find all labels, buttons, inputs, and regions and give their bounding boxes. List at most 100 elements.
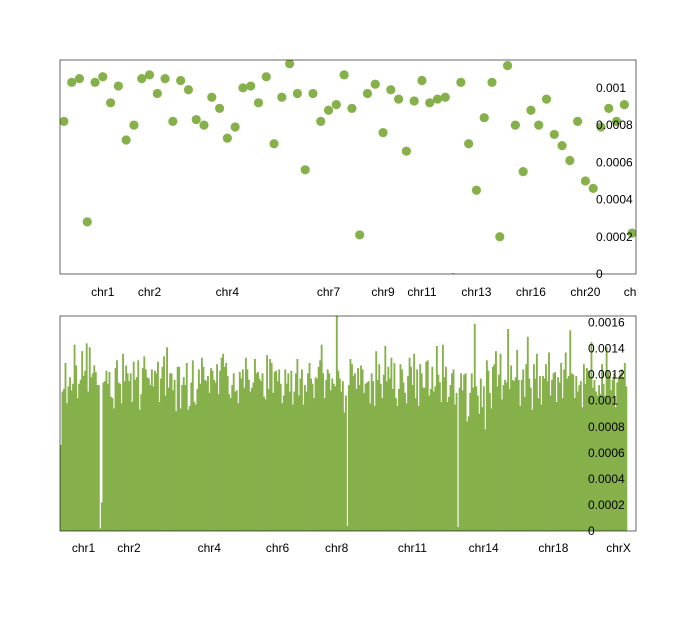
data-bar	[542, 375, 544, 531]
data-bar	[263, 396, 265, 531]
data-bar	[367, 381, 370, 531]
data-point	[98, 72, 108, 82]
data-point	[611, 116, 622, 127]
data-point	[222, 133, 232, 143]
data-point	[518, 167, 528, 177]
data-bar	[454, 404, 456, 531]
data-bar	[335, 316, 338, 531]
data-bar	[514, 377, 517, 531]
y-tick-label: 0.0008	[596, 118, 633, 132]
data-point	[121, 135, 131, 145]
data-point	[557, 141, 567, 151]
data-bar	[575, 375, 578, 531]
data-point	[207, 92, 217, 102]
data-bar	[129, 373, 132, 531]
data-bar	[346, 525, 349, 531]
data-bar	[84, 370, 87, 531]
data-bar	[423, 387, 426, 531]
data-bar	[131, 402, 134, 531]
data-bar	[573, 398, 576, 531]
data-bar	[448, 396, 450, 531]
data-bar	[590, 342, 593, 531]
data-bar	[596, 395, 599, 531]
data-bar	[222, 353, 225, 531]
data-point	[565, 155, 575, 166]
data-bar	[299, 378, 302, 531]
data-bar	[555, 402, 558, 531]
data-point	[526, 105, 536, 115]
data-bar	[170, 373, 173, 531]
data-point	[176, 75, 186, 86]
data-bar	[193, 402, 196, 531]
data-bar	[341, 381, 344, 531]
data-bar	[614, 407, 617, 531]
data-bar	[116, 360, 118, 531]
data-bar	[582, 364, 585, 531]
data-point	[479, 113, 489, 123]
data-bar	[102, 382, 105, 531]
data-bar	[106, 383, 109, 531]
data-bar	[219, 370, 222, 531]
data-point	[105, 98, 116, 108]
data-bar	[172, 390, 175, 531]
data-bar	[516, 349, 519, 531]
data-bar	[281, 403, 284, 531]
data-bar	[435, 345, 438, 531]
data-point	[269, 139, 279, 149]
y-tick-label: 0.0016	[588, 316, 625, 330]
data-bar	[213, 379, 215, 531]
data-bar	[338, 378, 341, 531]
data-bar	[401, 369, 403, 531]
data-point	[541, 94, 552, 104]
data-bar	[405, 403, 408, 531]
data-bar	[492, 366, 494, 531]
data-bar	[110, 396, 112, 531]
data-bar	[273, 372, 276, 531]
data-bar	[310, 378, 312, 531]
data-bar	[231, 385, 234, 531]
data-bar	[355, 388, 358, 531]
data-bar	[97, 385, 100, 531]
data-bar	[275, 370, 278, 531]
data-bar	[285, 383, 288, 531]
x-tick-label: chr9	[371, 285, 395, 299]
data-point	[425, 98, 435, 108]
data-bar	[476, 395, 479, 531]
data-bar	[241, 369, 244, 531]
data-bar	[488, 392, 491, 531]
data-bar	[358, 385, 361, 531]
x-tick-label: chr6	[266, 541, 290, 555]
data-bar	[505, 382, 508, 531]
data-bar	[305, 391, 308, 531]
data-bar	[417, 405, 420, 531]
data-point	[347, 103, 357, 113]
data-bar	[146, 377, 149, 531]
data-point	[308, 88, 318, 99]
data-bar	[502, 385, 505, 531]
data-point	[214, 103, 225, 113]
data-bar	[431, 366, 434, 531]
data-bar	[211, 370, 214, 531]
data-bar	[576, 391, 579, 531]
data-point	[580, 176, 591, 186]
data-bar	[351, 364, 353, 531]
data-bar	[495, 351, 497, 531]
x-tick-label: chr	[624, 285, 641, 299]
x-tick-label: chr11	[398, 541, 427, 555]
data-bar	[595, 391, 597, 531]
data-bar	[604, 395, 607, 531]
data-bar	[378, 364, 381, 531]
data-point	[253, 98, 264, 108]
data-bar	[140, 394, 143, 531]
data-bar	[482, 386, 485, 531]
data-bar	[328, 373, 331, 531]
data-bar	[587, 370, 590, 531]
data-bar	[599, 394, 602, 531]
data-bar	[204, 379, 206, 531]
data-bar	[364, 383, 367, 531]
data-point	[277, 92, 287, 102]
data-bar	[540, 404, 543, 531]
x-tick-label: chr1	[91, 285, 115, 299]
data-bar	[519, 405, 522, 531]
data-bar	[246, 369, 249, 531]
